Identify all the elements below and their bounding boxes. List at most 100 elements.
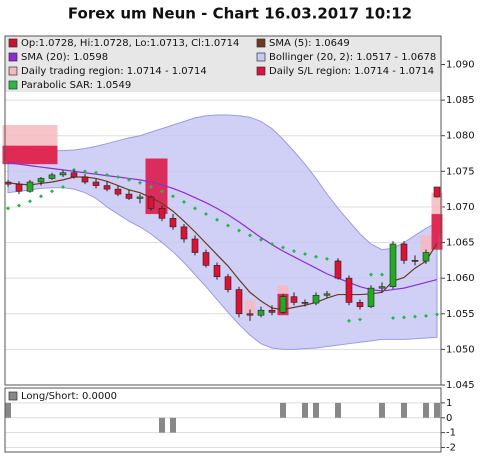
bar xyxy=(379,402,385,418)
bar xyxy=(159,417,165,433)
bar xyxy=(5,402,11,418)
sar-dot xyxy=(292,249,296,254)
sar-dot xyxy=(39,194,43,199)
y-tick-label: 1.050 xyxy=(446,344,475,355)
sar-dot xyxy=(435,312,439,317)
candle-body xyxy=(191,238,199,253)
bar xyxy=(401,402,407,418)
region xyxy=(24,145,36,165)
bollinger-band xyxy=(7,114,438,350)
candle-body xyxy=(356,302,364,307)
sar-dot xyxy=(413,314,417,319)
sar-dot xyxy=(6,206,10,211)
candle-body xyxy=(422,252,430,262)
candle-body xyxy=(213,265,221,278)
candle-body xyxy=(301,302,309,304)
candle-body xyxy=(136,196,144,199)
y-tick-label: 1.075 xyxy=(446,166,475,177)
sar-dot xyxy=(193,206,197,211)
candle-body xyxy=(400,243,408,261)
plot-frame xyxy=(4,387,442,453)
sar-dot xyxy=(215,217,219,222)
sar-dot xyxy=(358,317,362,322)
sar-dot xyxy=(391,316,395,321)
y-tick-label: 1.070 xyxy=(446,202,475,213)
sar-dot xyxy=(149,184,153,189)
legend-label: Bollinger (20, 2): 1.0517 - 1.0678 xyxy=(269,52,436,63)
legend-label: Parabolic SAR: 1.0549 xyxy=(21,80,131,91)
candle-body xyxy=(70,172,78,178)
sar-dot xyxy=(248,233,252,238)
y-tick-label: -2 xyxy=(446,443,456,454)
region xyxy=(13,125,25,161)
candle-body xyxy=(290,296,298,303)
candle-body xyxy=(169,218,177,228)
sar-dot xyxy=(160,189,164,194)
candle-body xyxy=(345,277,353,303)
candle-body xyxy=(26,181,34,192)
legend-label: SMA (5): 1.0649 xyxy=(269,38,350,49)
legend-label: Daily trading region: 1.0714 - 1.0714 xyxy=(21,66,207,77)
y-tick-label: 1.065 xyxy=(446,238,475,249)
sar-dot xyxy=(226,223,230,228)
plot-frame xyxy=(4,35,442,386)
candle-body xyxy=(246,313,254,316)
legend-swatch xyxy=(8,391,18,401)
sar-dot xyxy=(325,256,329,261)
legend-box xyxy=(5,36,441,92)
sar-dot xyxy=(402,315,406,320)
sar-dot xyxy=(116,175,120,180)
bar xyxy=(302,402,308,418)
plot-area xyxy=(5,388,441,452)
y-tick-label: 0 xyxy=(446,413,452,424)
sar-dot xyxy=(138,180,142,185)
region xyxy=(35,125,47,161)
sar-dot xyxy=(94,170,98,175)
region xyxy=(2,145,14,165)
region xyxy=(13,145,25,165)
legend-swatch xyxy=(8,38,18,48)
legend-label: SMA (20): 1.0598 xyxy=(21,52,108,63)
legend-swatch xyxy=(8,66,18,76)
bar xyxy=(280,402,286,418)
legend-swatch xyxy=(8,80,18,90)
candle-body xyxy=(411,260,419,262)
y-tick-label: 1.080 xyxy=(446,131,475,142)
sar-dot xyxy=(424,313,428,318)
y-tick-label: -1 xyxy=(446,428,456,439)
candle-body xyxy=(158,208,166,219)
sar-dot xyxy=(347,318,351,323)
y-tick-label: 1.055 xyxy=(446,309,475,320)
y-tick-label: 1.090 xyxy=(446,59,475,70)
y-tick-label: 1.085 xyxy=(446,95,475,106)
bar xyxy=(335,402,341,418)
sar-dot xyxy=(204,212,208,217)
bar xyxy=(170,417,176,433)
legend-label: Daily S/L region: 1.0714 - 1.0714 xyxy=(269,66,434,77)
candle-body xyxy=(81,176,89,183)
candle-body xyxy=(323,293,331,296)
chart-title: Forex um Neun - Chart 16.03.2017 10:12 xyxy=(68,5,412,23)
legend-swatch xyxy=(8,52,18,62)
region xyxy=(156,158,168,215)
sar-dot xyxy=(270,241,274,246)
legend-label: Long/Short: 0.0000 xyxy=(21,391,117,402)
candle-body xyxy=(103,185,111,190)
sar-dot xyxy=(281,245,285,250)
sar-dot xyxy=(182,199,186,204)
candle-body xyxy=(180,226,188,240)
bar xyxy=(423,402,429,418)
region xyxy=(24,125,36,161)
region xyxy=(2,125,14,161)
bar xyxy=(313,402,319,418)
sar-dot xyxy=(61,184,65,189)
legend-swatch xyxy=(256,66,266,76)
candle-body xyxy=(147,196,155,209)
bar xyxy=(434,402,440,418)
region xyxy=(46,125,58,161)
sar-dot xyxy=(171,194,175,199)
region xyxy=(420,235,432,253)
candle-body xyxy=(235,289,243,315)
indicator-line xyxy=(7,162,438,292)
legend-swatch xyxy=(256,52,266,62)
